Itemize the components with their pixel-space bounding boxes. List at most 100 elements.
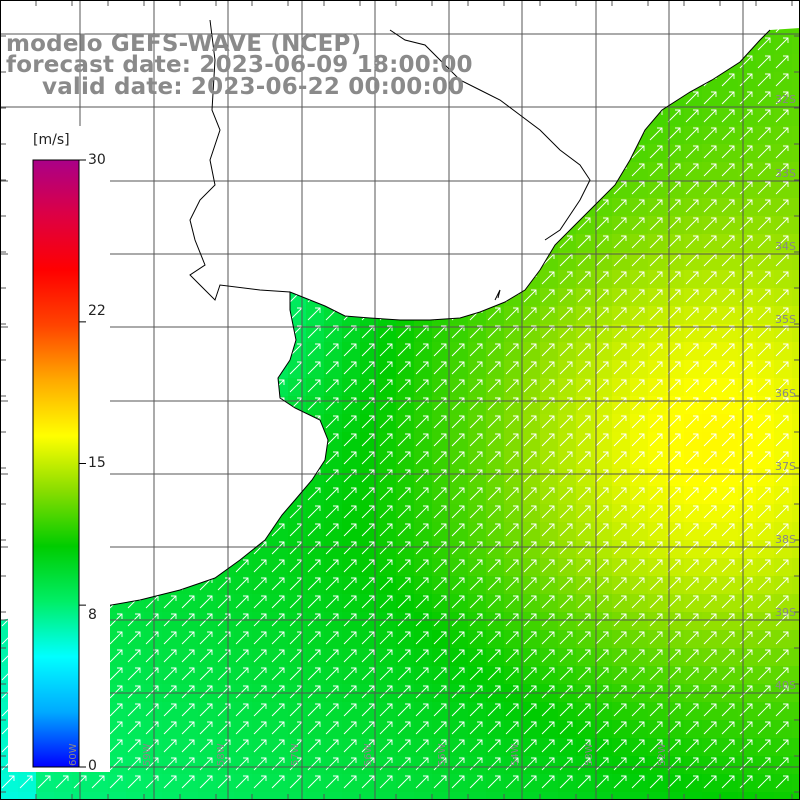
wind-arrow bbox=[505, 739, 519, 753]
wind-speed-cell bbox=[720, 360, 739, 379]
wind-arrow bbox=[775, 37, 789, 51]
wind-arrow bbox=[415, 415, 429, 429]
wind-speed-cell bbox=[774, 72, 793, 91]
wind-arrow bbox=[343, 541, 357, 555]
wind-speed-cell bbox=[774, 486, 793, 505]
wind-arrow bbox=[271, 631, 285, 645]
wind-arrow bbox=[721, 145, 735, 159]
wind-arrow bbox=[739, 91, 753, 105]
wind-arrow bbox=[379, 487, 393, 501]
wind-arrow bbox=[739, 217, 753, 231]
wind-arrow bbox=[199, 757, 213, 771]
latitude-label: 36S bbox=[775, 387, 796, 400]
wind-speed-cell bbox=[396, 360, 415, 379]
wind-speed-cell bbox=[396, 756, 415, 775]
colorbar-tick: 30 bbox=[88, 152, 106, 168]
wind-arrow bbox=[613, 235, 627, 249]
wind-speed-cell bbox=[450, 720, 469, 739]
wind-speed-cell bbox=[648, 468, 667, 487]
wind-speed-cell bbox=[306, 594, 325, 613]
wind-speed-cell bbox=[504, 666, 523, 685]
latitude-label: 34S bbox=[775, 240, 796, 253]
wind-arrow bbox=[505, 685, 519, 699]
wind-arrow bbox=[541, 361, 555, 375]
wind-speed-cell bbox=[612, 414, 631, 433]
wind-speed-cell bbox=[774, 342, 793, 361]
wind-arrow bbox=[721, 649, 735, 663]
wind-arrow bbox=[199, 739, 213, 753]
wind-speed-cell bbox=[180, 648, 199, 667]
wind-arrow bbox=[433, 631, 447, 645]
wind-arrow bbox=[559, 703, 573, 717]
wind-speed-cell bbox=[720, 666, 739, 685]
wind-arrow bbox=[361, 577, 375, 591]
wind-arrow bbox=[235, 667, 249, 681]
wind-arrow bbox=[577, 721, 591, 735]
wind-speed-cell bbox=[792, 378, 800, 397]
wind-arrow bbox=[469, 649, 483, 663]
wind-arrow bbox=[667, 739, 681, 753]
wind-speed-cell bbox=[558, 270, 577, 289]
wind-arrow bbox=[361, 703, 375, 717]
wind-speed-cell bbox=[720, 414, 739, 433]
wind-arrow bbox=[343, 739, 357, 753]
wind-speed-cell bbox=[558, 738, 577, 757]
wind-arrow bbox=[595, 451, 609, 465]
wind-arrow bbox=[649, 433, 663, 447]
wind-speed-cell bbox=[756, 594, 775, 613]
wind-arrow bbox=[667, 775, 681, 789]
wind-arrow bbox=[271, 757, 285, 771]
wind-speed-cell bbox=[450, 792, 469, 800]
wind-arrow bbox=[379, 757, 393, 771]
wind-arrow bbox=[739, 631, 753, 645]
wind-arrow bbox=[109, 739, 123, 753]
wind-speed-cell bbox=[756, 414, 775, 433]
wind-arrow bbox=[559, 721, 573, 735]
wind-speed-cell bbox=[702, 252, 721, 271]
wind-speed-cell bbox=[738, 702, 757, 721]
wind-arrow bbox=[397, 721, 411, 735]
wind-arrow bbox=[469, 685, 483, 699]
wind-arrow bbox=[577, 217, 591, 231]
wind-arrow bbox=[235, 595, 249, 609]
wind-speed-cell bbox=[486, 414, 505, 433]
wind-speed-cell bbox=[630, 792, 649, 800]
wind-speed-cell bbox=[702, 234, 721, 253]
wind-speed-cell bbox=[126, 720, 145, 739]
wind-speed-cell bbox=[702, 720, 721, 739]
wind-arrow bbox=[361, 721, 375, 735]
wind-speed-cell bbox=[612, 216, 631, 235]
wind-speed-cell bbox=[180, 756, 199, 775]
wind-arrow bbox=[127, 739, 141, 753]
wind-arrow bbox=[757, 523, 771, 537]
wind-speed-cell bbox=[270, 594, 289, 613]
wind-arrow bbox=[163, 757, 177, 771]
wind-arrow bbox=[775, 271, 789, 285]
wind-speed-cell bbox=[486, 594, 505, 613]
wind-arrow bbox=[739, 325, 753, 339]
wind-speed-cell bbox=[144, 774, 163, 793]
wind-arrow bbox=[649, 361, 663, 375]
wind-arrow bbox=[559, 667, 573, 681]
wind-arrow bbox=[595, 505, 609, 519]
wind-arrow bbox=[685, 775, 699, 789]
wind-speed-cell bbox=[720, 630, 739, 649]
wind-arrow bbox=[523, 775, 537, 789]
wind-arrow bbox=[775, 595, 789, 609]
wind-arrow bbox=[775, 307, 789, 321]
wind-speed-cell bbox=[792, 540, 800, 559]
wind-arrow bbox=[775, 199, 789, 213]
wind-speed-cell bbox=[162, 594, 181, 613]
wind-speed-cell bbox=[630, 396, 649, 415]
wind-speed-cell bbox=[522, 576, 541, 595]
wind-arrow bbox=[559, 415, 573, 429]
wind-speed-cell bbox=[414, 702, 433, 721]
wind-speed-cell bbox=[522, 774, 541, 793]
wind-speed-cell bbox=[792, 126, 800, 145]
wind-arrow bbox=[685, 487, 699, 501]
wind-speed-cell bbox=[756, 504, 775, 523]
wind-speed-cell bbox=[522, 630, 541, 649]
wind-speed-cell bbox=[702, 396, 721, 415]
wind-speed-cell bbox=[270, 756, 289, 775]
wind-arrow bbox=[739, 145, 753, 159]
